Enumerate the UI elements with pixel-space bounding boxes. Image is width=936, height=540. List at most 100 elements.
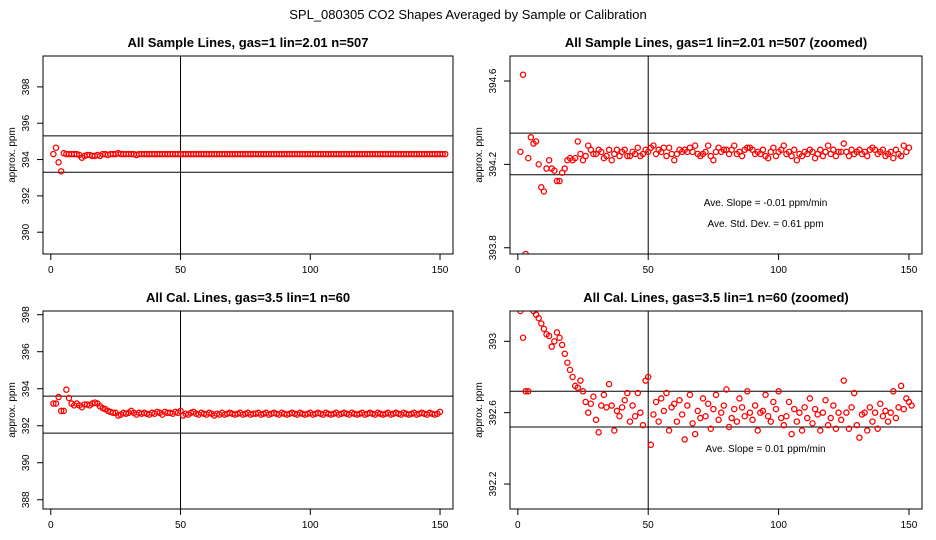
data-point xyxy=(817,146,824,154)
data-point xyxy=(890,154,897,162)
data-point xyxy=(780,142,788,149)
data-point xyxy=(783,412,790,420)
data-point xyxy=(663,152,670,160)
data-point xyxy=(519,334,527,342)
panel-title: All Cal. Lines, gas=3.5 lin=1 n=60 xyxy=(146,290,350,305)
data-point xyxy=(671,156,678,164)
data-point xyxy=(744,144,751,151)
data-point xyxy=(673,418,681,425)
data-point xyxy=(762,391,769,399)
y-tick-label: 394.6 xyxy=(488,68,499,93)
data-point xyxy=(809,148,816,156)
x-tick-label: 0 xyxy=(515,520,521,531)
data-point xyxy=(770,144,777,151)
data-point xyxy=(720,146,728,154)
plot-frame xyxy=(509,310,923,510)
data-point xyxy=(845,425,853,432)
data-point xyxy=(874,425,881,432)
data-point xyxy=(621,396,628,404)
data-point xyxy=(439,150,446,158)
x-tick-label: 100 xyxy=(770,520,787,531)
data-point xyxy=(598,402,605,409)
reference-lines xyxy=(43,311,453,509)
data-points xyxy=(50,144,449,175)
data-point xyxy=(772,405,780,413)
data-point xyxy=(655,418,662,425)
data-point xyxy=(556,334,563,342)
y-tick-label: 394 xyxy=(21,380,32,397)
stat-annotation: Ave. Slope = 0.01 ppm/min xyxy=(705,444,825,455)
data-point xyxy=(671,400,678,408)
y-tick-label: 394 xyxy=(21,151,32,168)
y-axis-label: approx. ppm xyxy=(474,127,485,183)
data-point xyxy=(744,388,751,395)
data-point xyxy=(60,407,68,415)
data-point xyxy=(863,427,871,434)
data-point xyxy=(780,421,788,429)
data-point xyxy=(871,409,879,416)
data-point xyxy=(616,412,623,420)
data-point xyxy=(754,427,761,434)
data-point xyxy=(710,405,717,413)
data-point xyxy=(665,427,673,434)
data-point xyxy=(702,148,709,156)
data-point xyxy=(725,423,733,431)
y-tick-label: 390 xyxy=(21,223,32,240)
data-point xyxy=(759,407,767,415)
data-point xyxy=(830,146,837,154)
data-point xyxy=(519,71,527,79)
data-point xyxy=(843,409,850,416)
data-point xyxy=(681,436,688,443)
data-point xyxy=(697,414,704,422)
data-point xyxy=(55,393,62,401)
data-point xyxy=(644,373,652,381)
data-point xyxy=(558,341,566,349)
data-point xyxy=(577,150,584,158)
y-tick-label: 393.8 xyxy=(488,235,499,260)
data-point xyxy=(582,152,589,160)
data-point xyxy=(699,395,707,402)
data-point xyxy=(895,404,902,411)
data-point xyxy=(824,142,832,149)
data-point xyxy=(822,396,829,404)
data-point xyxy=(767,418,775,425)
x-tick-label: 0 xyxy=(515,265,521,276)
data-point xyxy=(856,434,863,441)
data-point xyxy=(528,299,533,304)
data-point xyxy=(827,414,834,422)
y-axis-label: approx. ppm xyxy=(474,382,485,438)
data-point xyxy=(582,398,589,406)
data-point xyxy=(624,389,631,397)
data-point xyxy=(814,411,821,418)
data-point xyxy=(517,148,524,156)
y-axis-label: approx. ppm xyxy=(7,382,18,438)
data-point xyxy=(877,400,884,408)
data-point xyxy=(707,425,715,432)
x-tick-label: 50 xyxy=(175,520,187,531)
data-point xyxy=(637,409,644,416)
data-point xyxy=(52,400,60,407)
data-point xyxy=(652,398,660,406)
data-point xyxy=(177,407,184,415)
x-tick-label: 100 xyxy=(302,265,319,276)
y-tick-label: 396 xyxy=(21,114,32,131)
data-point xyxy=(905,144,913,151)
data-point xyxy=(710,156,717,164)
data-point xyxy=(824,421,832,429)
data-point xyxy=(832,425,840,432)
data-point xyxy=(738,404,746,411)
data-point xyxy=(770,398,777,406)
stat-annotation: Ave. Slope = -0.01 ppm/min xyxy=(704,198,828,209)
data-point xyxy=(57,168,65,175)
data-point xyxy=(650,411,657,418)
y-tick-label: 396 xyxy=(21,343,32,360)
y-tick-label: 394.2 xyxy=(488,151,499,176)
data-point xyxy=(50,150,57,158)
data-point xyxy=(571,154,579,162)
data-point xyxy=(608,156,615,164)
data-point xyxy=(441,150,449,158)
data-point xyxy=(660,407,668,415)
stat-annotation: Ave. Std. Dev. = 0.61 ppm xyxy=(707,219,823,230)
data-point xyxy=(598,148,605,156)
data-point xyxy=(613,407,621,415)
